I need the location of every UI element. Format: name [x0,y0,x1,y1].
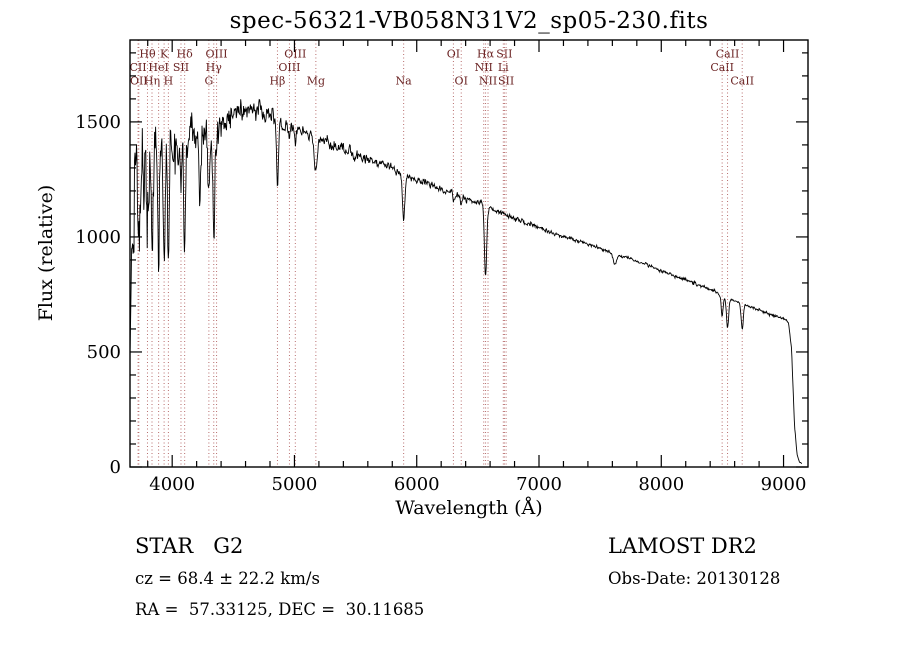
spectral-line-label: SII [498,75,514,88]
spectral-line-label: OI [447,48,460,61]
y-tick-label: 1000 [75,227,121,248]
spectral-line-label: OIII [278,61,300,74]
x-tick-label: 8000 [638,474,684,495]
spectral-line-label: Li [498,61,509,74]
spectral-line-label: Hδ [177,48,194,61]
y-tick-label: 0 [110,457,121,478]
spectral-line-label: NII [475,61,493,74]
spectral-line-label: Hθ [139,48,156,61]
spectrum-trace [129,98,803,465]
object-class-text: STAR G2 [135,534,244,558]
spectral-line-label: CII [130,61,147,74]
obs-date-text: Obs-Date: 20130128 [608,569,781,588]
spectral-line-label: Na [396,75,413,88]
spectral-line-label: NII [479,75,497,88]
y-tick-label: 500 [87,342,121,363]
spectral-line-label: OI [455,75,468,88]
spectral-line-label: Mg [307,75,325,88]
x-tick-label: 6000 [394,474,440,495]
x-tick-label: 4000 [149,474,195,495]
plot-frame [129,39,809,468]
spectral-line-label: OIII [284,48,306,61]
x-axis-label: Wavelength (Å) [395,497,543,519]
spectral-line-label: Hβ [269,75,285,88]
spectral-line-label: CaII [710,61,734,74]
spectral-line-label: SII [173,61,189,74]
radial-velocity-text: cz = 68.4 ± 22.2 km/s [135,569,320,588]
spectral-line-label: H [164,75,174,88]
spectral-line-label: CaII [730,75,754,88]
x-tick-label: 5000 [272,474,318,495]
spectral-line-label: Hγ [206,61,223,74]
ra-dec-text: RA = 57.33125, DEC = 30.11685 [135,600,425,619]
spectral-line-label: Hα [477,48,495,61]
spectral-line-label: HeI [148,61,168,74]
x-tick-label: 7000 [516,474,562,495]
spectral-line-label: G [204,75,213,88]
survey-name-text: LAMOST DR2 [608,534,757,558]
spectral-line-label: CaII [716,48,740,61]
spectral-line-label: SII [496,48,512,61]
x-tick-label: 9000 [761,474,807,495]
spectral-line-label: OIII [206,48,228,61]
spectral-line-label: Hη [144,75,160,88]
y-tick-label: 1500 [75,112,121,133]
spectral-line-label: OII [130,75,148,88]
spectral-line-label: K [160,48,169,61]
plot-title: spec-56321-VB058N31V2_sp05-230.fits [229,8,709,34]
